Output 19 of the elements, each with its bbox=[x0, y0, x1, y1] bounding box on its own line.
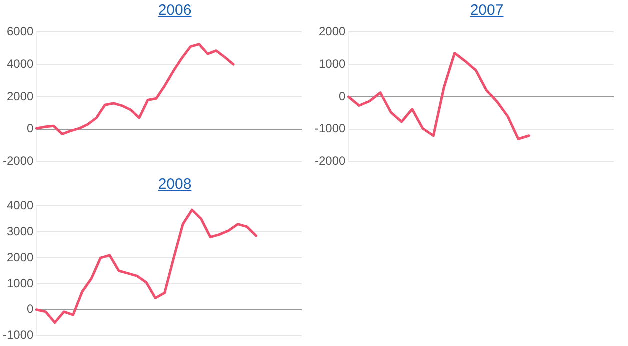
y-tick-label: 1000 bbox=[318, 56, 346, 71]
y-tick-label: 0 bbox=[339, 89, 346, 104]
chart-title: 2008 bbox=[157, 175, 193, 195]
y-tick-label: -1000 bbox=[2, 328, 34, 342]
y-tick-label: 1000 bbox=[6, 276, 34, 290]
chart-title: 2006 bbox=[157, 1, 193, 21]
y-tick-label: -2000 bbox=[314, 154, 346, 168]
y-tick-label: 3000 bbox=[6, 224, 34, 238]
y-tick-label: 2000 bbox=[318, 24, 346, 39]
y-tick-label: 6000 bbox=[6, 24, 34, 39]
chart-title: 2007 bbox=[469, 1, 505, 21]
y-tick-label: 2000 bbox=[6, 89, 34, 104]
y-tick-label: 0 bbox=[27, 122, 34, 136]
y-tick-label: 0 bbox=[27, 302, 34, 316]
y-tick-label: -2000 bbox=[2, 154, 34, 168]
y-tick-label: 4000 bbox=[6, 56, 34, 71]
y-tick-label: 4000 bbox=[6, 198, 34, 213]
y-tick-label: 2000 bbox=[6, 250, 34, 264]
y-tick-label: -1000 bbox=[314, 122, 346, 136]
